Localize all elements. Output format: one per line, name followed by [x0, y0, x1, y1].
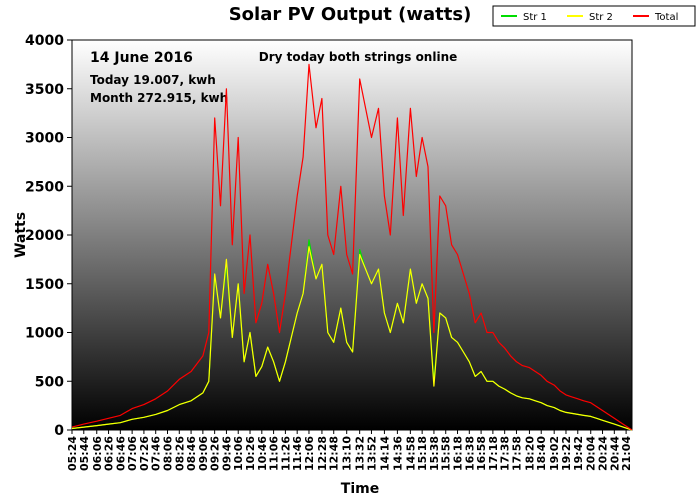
x-tick-label: 17:18 [487, 436, 500, 471]
x-tick-label: 13:32 [354, 436, 367, 471]
chart-title: Solar PV Output (watts) [229, 4, 472, 25]
y-axis-label: Watts [13, 212, 29, 258]
y-axis: 0 500 1000 1500 2000 2500 3000 3500 4000 [25, 33, 72, 439]
x-tick-label: 11:46 [291, 436, 304, 471]
x-tick-label: 12:28 [316, 436, 329, 471]
x-tick-label: 14:14 [378, 436, 391, 471]
x-tick-label: 20:04 [585, 436, 598, 471]
x-tick-label: 07:26 [138, 436, 151, 471]
x-tick-label: 16:18 [452, 436, 465, 471]
x-tick-label: 07:46 [150, 436, 163, 471]
x-tick-label: 09:26 [209, 436, 222, 471]
x-tick-label: 15:58 [440, 436, 453, 471]
x-tick-label: 06:46 [114, 436, 127, 471]
series-lines [71, 63, 633, 431]
x-tick-label: 17:58 [510, 436, 523, 471]
legend-label-str-2: Str 2 [589, 12, 613, 23]
x-tick-label: 19:22 [560, 436, 573, 471]
x-tick-label: 20:44 [608, 436, 621, 471]
x-tick-label: 05:44 [78, 436, 91, 471]
x-tick-label: 13:10 [341, 436, 354, 471]
y-tick-label: 2500 [25, 179, 64, 195]
y-tick-label: 500 [35, 374, 64, 390]
x-tick-label: 11:26 [279, 436, 292, 471]
x-tick-label: 16:58 [475, 436, 488, 471]
x-tick-label: 06:26 [103, 436, 116, 471]
y-tick-label: 0 [54, 423, 64, 439]
x-tick-label: 17:38 [499, 436, 512, 471]
x-tick-label: 08:06 [161, 436, 174, 471]
y-tick-label: 3500 [25, 82, 64, 98]
y-tick-label: 1000 [25, 326, 64, 342]
x-tick-label: 12:48 [328, 436, 341, 471]
y-tick-label: 4000 [25, 33, 64, 49]
legend-label-str-1: Str 1 [523, 12, 547, 23]
note-annotation: Dry today both strings online [259, 50, 458, 64]
legend: Str 1 Str 2 Total [492, 5, 696, 27]
x-tick-label: 15:38 [428, 436, 441, 471]
x-tick-label: 10:46 [256, 436, 269, 471]
series-line-total [71, 63, 633, 431]
x-tick-label: 19:42 [572, 436, 585, 471]
x-tick-label: 10:06 [232, 436, 245, 471]
series-line-str-2 [71, 246, 633, 431]
x-tick-label: 09:06 [197, 436, 210, 471]
today-annotation: Today 19.007, kwh [90, 73, 216, 87]
x-tick-label: 07:06 [126, 436, 139, 471]
x-tick-label: 13:52 [365, 436, 378, 471]
x-tick-label: 18:40 [535, 436, 548, 471]
date-annotation: 14 June 2016 [90, 50, 193, 66]
x-tick-label: 21:04 [620, 436, 633, 471]
x-tick-label: 15:18 [416, 436, 429, 471]
x-tick-label: 18:20 [523, 436, 536, 471]
x-tick-label: 08:26 [173, 436, 186, 471]
x-tick-label: 11:06 [268, 436, 281, 471]
month-annotation: Month 272.915, kwh [90, 91, 228, 105]
x-tick-label: 08:46 [185, 436, 198, 471]
x-axis-label: Time [341, 481, 379, 497]
y-tick-label: 3000 [25, 131, 64, 147]
plot-area [71, 39, 633, 431]
x-tick-label: 16:38 [463, 436, 476, 471]
x-tick-label: 14:58 [404, 436, 417, 471]
x-tick-label: 09:46 [220, 436, 233, 471]
x-tick-label: 12:06 [303, 436, 316, 471]
x-tick-label: 14:36 [391, 436, 404, 471]
x-tick-label: 10:26 [244, 436, 257, 471]
x-tick-label: 20:24 [597, 436, 610, 471]
y-tick-label: 1500 [25, 277, 64, 293]
y-tick-label: 2000 [25, 228, 64, 244]
legend-label-total: Total [654, 12, 678, 23]
x-tick-label: 05:24 [66, 436, 79, 471]
x-tick-label: 19:02 [548, 436, 561, 471]
legend-box [492, 5, 696, 27]
x-tick-label: 06:06 [91, 436, 104, 471]
